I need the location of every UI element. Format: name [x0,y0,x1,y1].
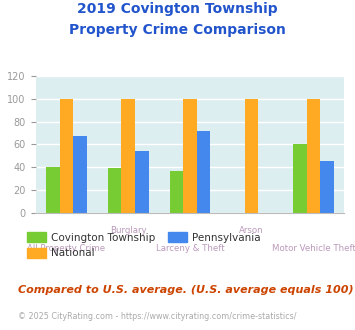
Text: Property Crime Comparison: Property Crime Comparison [69,23,286,37]
Bar [307,99,320,213]
Bar [108,168,121,213]
Text: All Property Crime: All Property Crime [27,244,105,253]
Bar [197,131,210,213]
Bar [183,99,197,213]
Bar [293,145,307,213]
Bar [73,136,87,213]
Bar [121,99,135,213]
Bar [320,161,334,213]
Text: © 2025 CityRating.com - https://www.cityrating.com/crime-statistics/: © 2025 CityRating.com - https://www.city… [18,312,296,321]
Text: Motor Vehicle Theft: Motor Vehicle Theft [272,244,355,253]
Text: Burglary: Burglary [110,226,147,235]
Bar [135,151,148,213]
Text: 2019 Covington Township: 2019 Covington Township [77,2,278,16]
Bar [46,167,60,213]
Text: Arson: Arson [239,226,264,235]
Legend: Covington Township, National, Pennsylvania: Covington Township, National, Pennsylvan… [23,228,264,263]
Text: Larceny & Theft: Larceny & Theft [155,244,224,253]
Text: Compared to U.S. average. (U.S. average equals 100): Compared to U.S. average. (U.S. average … [18,285,353,295]
Bar [245,99,258,213]
Bar [170,171,183,213]
Bar [60,99,73,213]
